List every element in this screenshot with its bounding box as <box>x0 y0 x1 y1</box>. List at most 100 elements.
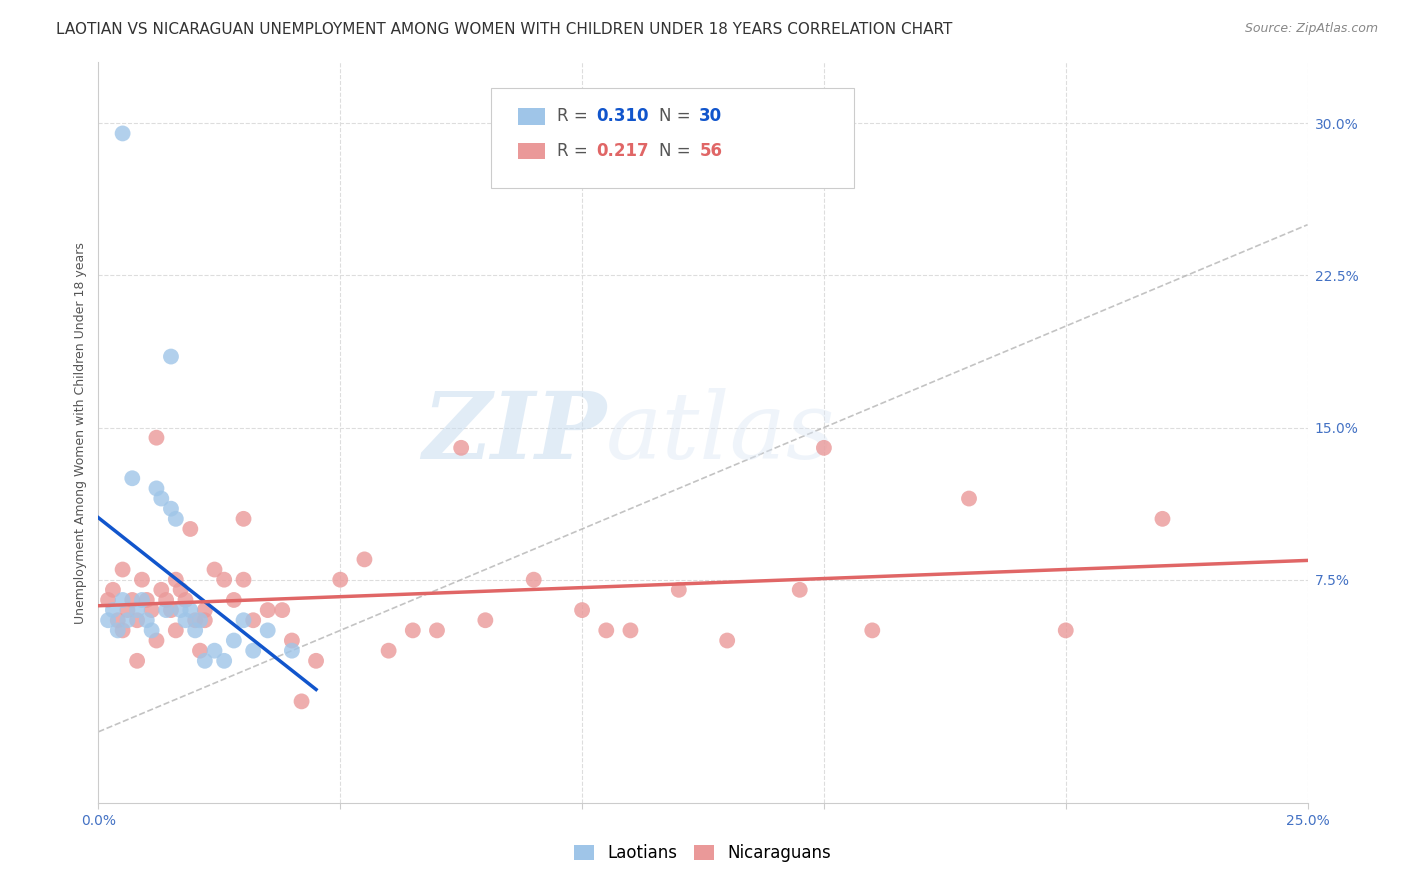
FancyBboxPatch shape <box>492 88 855 188</box>
Point <box>377 643 399 657</box>
Text: 0.310: 0.310 <box>596 108 650 126</box>
Point <box>329 573 352 587</box>
Point <box>174 613 197 627</box>
Point <box>194 603 217 617</box>
Point <box>121 471 143 485</box>
Point <box>165 573 187 587</box>
Point <box>145 633 167 648</box>
Point <box>155 603 177 617</box>
Point <box>281 643 304 657</box>
FancyBboxPatch shape <box>517 108 544 125</box>
Point <box>131 573 153 587</box>
Point <box>127 603 149 617</box>
Point <box>145 431 167 445</box>
Point <box>127 613 149 627</box>
Point <box>256 624 278 638</box>
Point <box>1152 512 1174 526</box>
Point <box>155 593 177 607</box>
Point <box>619 624 641 638</box>
Point <box>402 624 425 638</box>
Point <box>135 613 157 627</box>
Point <box>179 522 201 536</box>
Point <box>523 573 546 587</box>
Point <box>169 582 191 597</box>
Point <box>179 603 201 617</box>
Y-axis label: Unemployment Among Women with Children Under 18 years: Unemployment Among Women with Children U… <box>75 242 87 624</box>
Text: ZIP: ZIP <box>422 388 606 477</box>
FancyBboxPatch shape <box>517 143 544 160</box>
Point <box>184 624 207 638</box>
Point <box>232 573 254 587</box>
Point <box>145 482 167 496</box>
Point <box>117 603 139 617</box>
Point <box>111 562 134 576</box>
Point <box>1054 624 1077 638</box>
Text: atlas: atlas <box>606 388 835 477</box>
Point <box>117 613 139 627</box>
Point <box>426 624 449 638</box>
Point <box>813 441 835 455</box>
Point <box>222 633 245 648</box>
Text: 0.217: 0.217 <box>596 143 650 161</box>
Point <box>256 603 278 617</box>
Point <box>232 512 254 526</box>
Point <box>281 633 304 648</box>
Point <box>101 582 124 597</box>
Point <box>789 582 811 597</box>
Point <box>860 624 883 638</box>
Point <box>204 562 226 576</box>
Point <box>121 593 143 607</box>
Text: N =: N = <box>659 108 696 126</box>
Text: LAOTIAN VS NICARAGUAN UNEMPLOYMENT AMONG WOMEN WITH CHILDREN UNDER 18 YEARS CORR: LAOTIAN VS NICARAGUAN UNEMPLOYMENT AMONG… <box>56 22 953 37</box>
Point <box>194 654 217 668</box>
Point <box>222 593 245 607</box>
Text: 30: 30 <box>699 108 723 126</box>
Point <box>165 624 187 638</box>
Point <box>353 552 375 566</box>
Text: R =: R = <box>557 143 593 161</box>
Point <box>212 654 235 668</box>
Point <box>242 643 264 657</box>
Text: N =: N = <box>659 143 696 161</box>
Point <box>242 613 264 627</box>
Point <box>232 613 254 627</box>
Point <box>450 441 472 455</box>
Point <box>141 624 163 638</box>
Point <box>127 654 149 668</box>
Text: 56: 56 <box>699 143 723 161</box>
Point <box>150 582 173 597</box>
Point <box>141 603 163 617</box>
Point <box>474 613 496 627</box>
Point <box>188 643 211 657</box>
Point <box>571 603 593 617</box>
Point <box>212 573 235 587</box>
Point <box>160 603 183 617</box>
Point <box>290 694 312 708</box>
Point <box>97 593 120 607</box>
Point <box>111 593 134 607</box>
Point <box>111 127 134 141</box>
Point <box>271 603 294 617</box>
Point <box>160 350 183 364</box>
Point <box>107 613 129 627</box>
Point <box>716 633 738 648</box>
Point <box>97 613 120 627</box>
Point <box>169 603 191 617</box>
Point <box>204 643 226 657</box>
Legend: Laotians, Nicaraguans: Laotians, Nicaraguans <box>568 838 838 869</box>
Point <box>135 593 157 607</box>
Point <box>101 603 124 617</box>
Point <box>194 613 217 627</box>
Point <box>131 593 153 607</box>
Point <box>957 491 980 506</box>
Point <box>150 491 173 506</box>
Point <box>184 613 207 627</box>
Point <box>595 624 617 638</box>
Point <box>165 512 187 526</box>
Text: R =: R = <box>557 108 593 126</box>
Point <box>111 624 134 638</box>
Point <box>305 654 328 668</box>
Point <box>188 613 211 627</box>
Point <box>668 582 690 597</box>
Point <box>107 624 129 638</box>
